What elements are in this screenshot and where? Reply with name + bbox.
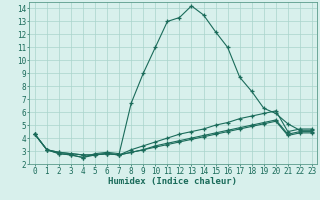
X-axis label: Humidex (Indice chaleur): Humidex (Indice chaleur) (108, 177, 237, 186)
